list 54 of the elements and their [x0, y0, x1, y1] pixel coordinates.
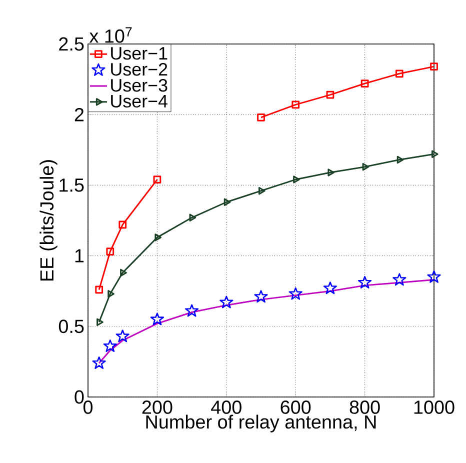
y-tick-label: 0	[74, 390, 84, 404]
x-tick-label: 800	[350, 400, 380, 414]
y-tick-label: 1	[75, 249, 84, 262]
point	[431, 150, 438, 158]
legend-label: User−2	[111, 62, 168, 76]
x-tick-label: 0	[83, 400, 93, 414]
point	[185, 304, 199, 317]
legend-label: User−3	[111, 79, 168, 92]
point	[108, 290, 114, 298]
y-tick-label: 0.5	[58, 320, 84, 334]
point	[189, 214, 196, 222]
point	[153, 176, 162, 184]
point	[396, 156, 404, 164]
point	[224, 198, 231, 206]
point	[96, 318, 104, 326]
x-tick-label: 200	[142, 400, 172, 414]
point	[150, 312, 164, 326]
point	[427, 270, 441, 283]
legend-label: User−4	[111, 95, 168, 108]
x-axis-title: Number of relay antenna, N	[146, 414, 376, 432]
point	[106, 248, 114, 256]
point	[92, 356, 106, 369]
point	[254, 290, 268, 303]
point	[118, 220, 127, 229]
point	[362, 162, 370, 171]
point	[430, 62, 438, 71]
point	[326, 90, 334, 99]
x-tick-label: 600	[280, 400, 311, 414]
legend-label: User−1	[111, 47, 168, 60]
point	[258, 186, 266, 195]
point	[154, 234, 162, 242]
point	[288, 287, 302, 300]
point	[360, 80, 369, 88]
x-tick-label: 1000	[414, 400, 454, 414]
point	[103, 340, 117, 352]
point	[95, 286, 104, 294]
point	[328, 168, 335, 176]
y-tick-label: 2.5	[59, 37, 84, 51]
point	[257, 113, 265, 122]
text: x 10$^{7}$	[89, 27, 132, 43]
y-tick-label: 2	[74, 108, 84, 122]
point	[293, 176, 300, 184]
point	[392, 273, 406, 286]
point	[116, 330, 130, 342]
y-axis-title: EE (bits/Joule)	[40, 160, 58, 280]
point	[120, 268, 127, 277]
y-tick-label: 1.5	[60, 178, 84, 192]
point	[358, 276, 372, 288]
point	[395, 70, 404, 78]
point	[220, 296, 234, 308]
x-tick-label: 400	[211, 400, 242, 414]
point	[323, 282, 338, 294]
point	[292, 100, 300, 109]
line-series	[98, 279, 435, 364]
